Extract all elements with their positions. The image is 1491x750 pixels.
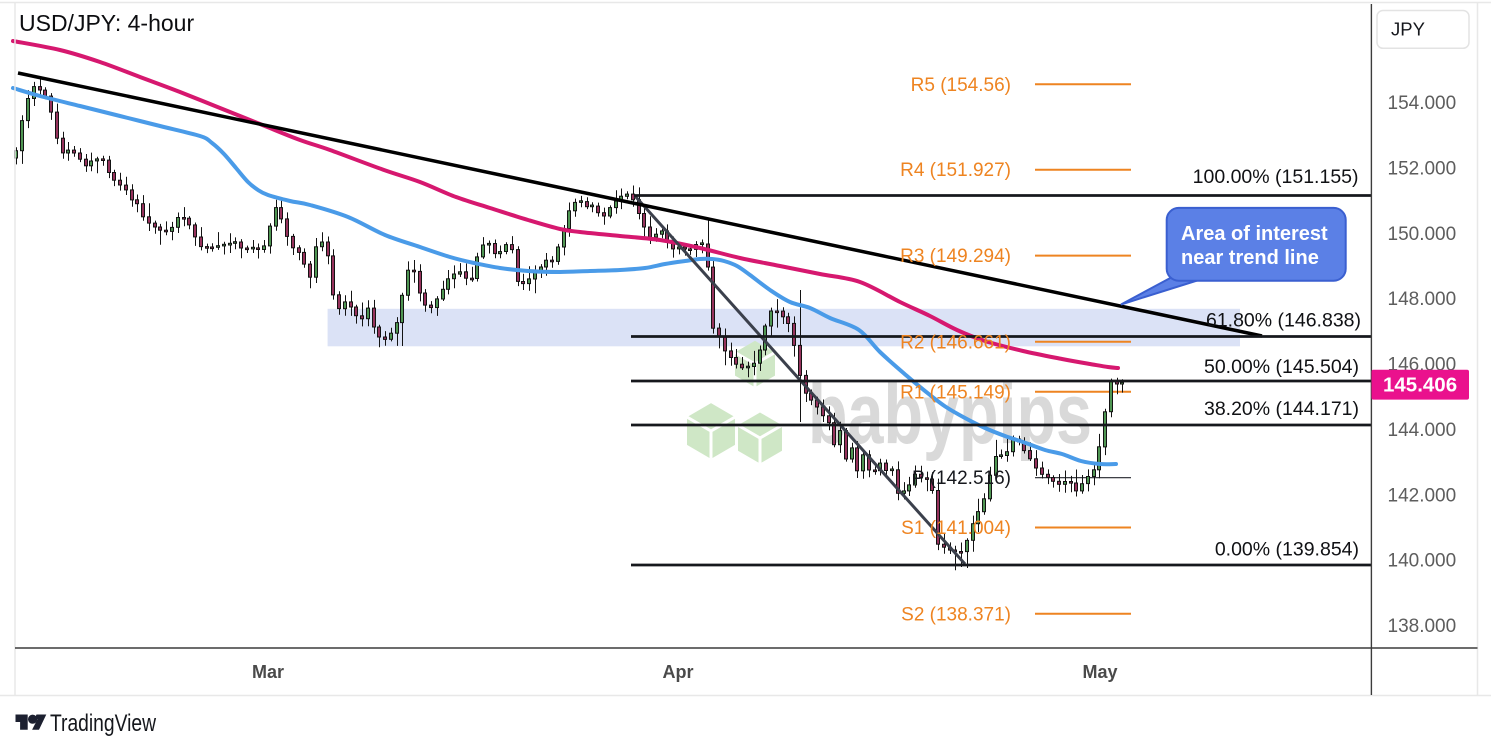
svg-text:148.000: 148.000 xyxy=(1388,289,1457,310)
svg-text:140.000: 140.000 xyxy=(1388,551,1457,572)
svg-text:R3 (149.294): R3 (149.294) xyxy=(900,246,1011,267)
svg-text:61.80% (146.838): 61.80% (146.838) xyxy=(1206,309,1361,331)
svg-text:100.00% (151.155): 100.00% (151.155) xyxy=(1193,166,1359,188)
svg-text:152.000: 152.000 xyxy=(1388,159,1457,180)
svg-text:145.406: 145.406 xyxy=(1383,374,1457,397)
svg-text:S1 (141.004): S1 (141.004) xyxy=(901,518,1011,539)
svg-text:0.00% (139.854): 0.00% (139.854) xyxy=(1215,538,1359,560)
svg-text:Apr: Apr xyxy=(663,662,694,682)
svg-text:USD/JPY: 4-hour: USD/JPY: 4-hour xyxy=(19,10,194,36)
svg-text:R5 (154.56): R5 (154.56) xyxy=(911,75,1011,96)
svg-text:154.000: 154.000 xyxy=(1388,93,1457,114)
svg-text:S2 (138.371): S2 (138.371) xyxy=(901,604,1011,625)
svg-text:Area of interest: Area of interest xyxy=(1181,223,1328,245)
svg-text:JPY: JPY xyxy=(1391,19,1425,40)
svg-text:Mar: Mar xyxy=(252,662,284,682)
svg-text:150.000: 150.000 xyxy=(1388,224,1457,245)
svg-text:38.20% (144.171): 38.20% (144.171) xyxy=(1204,398,1359,420)
svg-text:142.000: 142.000 xyxy=(1388,485,1457,506)
svg-text:near trend line: near trend line xyxy=(1181,247,1319,269)
svg-text:138.000: 138.000 xyxy=(1388,616,1457,637)
svg-text:May: May xyxy=(1082,662,1117,682)
svg-text:144.000: 144.000 xyxy=(1388,420,1457,441)
svg-text:50.00% (145.504): 50.00% (145.504) xyxy=(1204,356,1359,378)
svg-text:P (142.516): P (142.516) xyxy=(912,468,1011,489)
svg-text:TradingView: TradingView xyxy=(50,710,157,737)
svg-text:R2 (146.661): R2 (146.661) xyxy=(900,332,1011,353)
svg-text:R4 (151.927): R4 (151.927) xyxy=(900,160,1011,181)
svg-text:R1 (145.149): R1 (145.149) xyxy=(900,382,1011,403)
